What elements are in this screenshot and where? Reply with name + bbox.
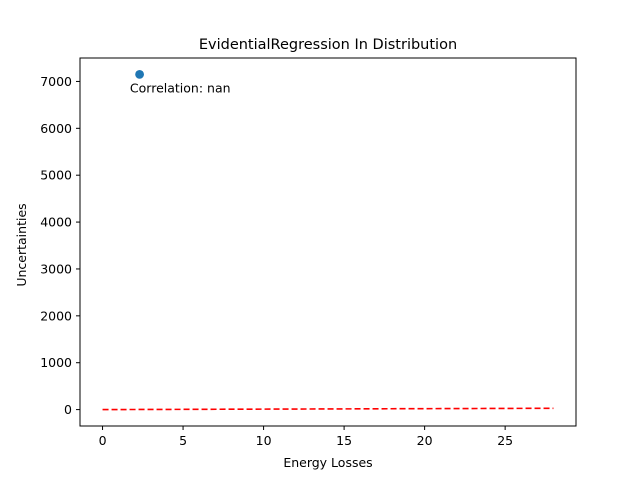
x-axis-ticks: 0 5 10 15 20 25 xyxy=(99,426,513,448)
y-tick-label: 3000 xyxy=(40,261,72,276)
y-tick-label: 6000 xyxy=(40,121,72,136)
y-tick-label: 0 xyxy=(64,402,72,417)
x-tick-label: 5 xyxy=(179,433,187,448)
x-axis-label: Energy Losses xyxy=(283,455,372,470)
plot-background xyxy=(80,58,576,426)
y-tick-label: 2000 xyxy=(40,308,72,323)
data-point xyxy=(135,70,144,79)
x-tick-label: 10 xyxy=(256,433,272,448)
x-tick-label: 0 xyxy=(99,433,107,448)
y-tick-label: 1000 xyxy=(40,355,72,370)
axes-frame xyxy=(79,57,577,427)
series-layer xyxy=(102,70,554,411)
y-tick-label: 4000 xyxy=(40,215,72,230)
correlation-annotation: Correlation: nan xyxy=(130,81,231,96)
reference-line xyxy=(102,407,554,411)
y-tick-label: 5000 xyxy=(40,168,72,183)
y-axis-label: Uncertainties xyxy=(14,203,29,286)
x-tick-label: 25 xyxy=(497,433,513,448)
plot-area xyxy=(80,58,576,426)
y-axis-ticks: 0 1000 2000 3000 4000 5000 6000 7000 xyxy=(40,74,80,417)
chart-title: EvidentialRegression In Distribution xyxy=(199,37,457,53)
x-tick-label: 20 xyxy=(417,433,433,448)
y-tick-label: 7000 xyxy=(40,74,72,89)
x-tick-label: 15 xyxy=(336,433,352,448)
